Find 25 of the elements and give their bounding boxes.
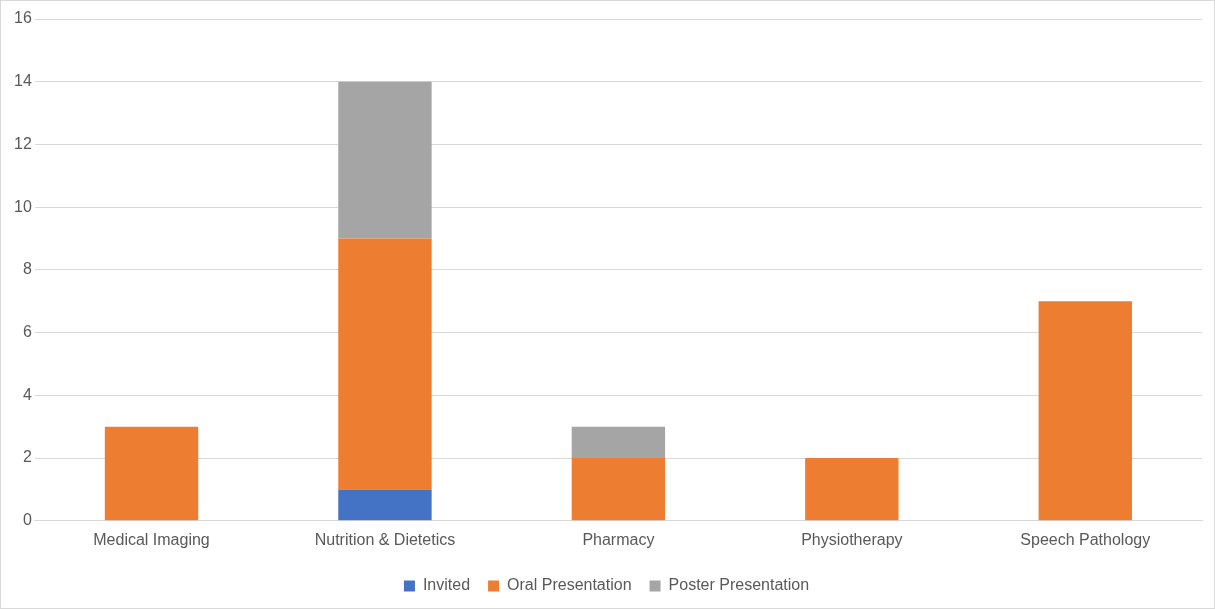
bar (1038, 301, 1132, 521)
bar (571, 426, 666, 459)
x-tick-label: Pharmacy (582, 530, 655, 548)
y-tick-label: 0 (22, 511, 32, 529)
y-tick-label: 12 (14, 134, 32, 152)
x-tick-label: Speech Pathology (1020, 530, 1151, 548)
x-tick-label: Physiotherapy (801, 530, 903, 548)
legend-label: Poster Presentation (668, 576, 810, 594)
bar (338, 238, 432, 490)
y-tick-label: 6 (22, 323, 32, 341)
legend-label: Oral Presentation (507, 576, 632, 594)
legend-label: Invited (422, 576, 471, 594)
bar (338, 489, 432, 521)
y-tick-label: 8 (22, 260, 32, 278)
bar (571, 458, 666, 521)
x-tick-label: Medical Imaging (93, 530, 210, 548)
y-tick-label: 2 (22, 448, 32, 466)
y-tick-label: 4 (22, 385, 32, 403)
y-tick-label: 10 (14, 197, 32, 215)
bar (805, 458, 899, 521)
bar (104, 426, 199, 521)
bar (338, 81, 432, 239)
y-tick-label: 16 (14, 9, 32, 27)
y-tick-label: 14 (14, 72, 32, 90)
x-tick-label: Nutrition & Dietetics (314, 530, 456, 548)
